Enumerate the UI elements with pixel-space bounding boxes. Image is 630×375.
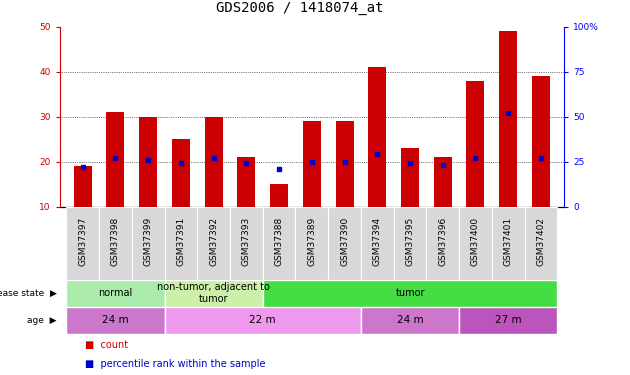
Text: ■  percentile rank within the sample: ■ percentile rank within the sample [85,359,266,369]
Text: tumor: tumor [395,288,425,298]
Bar [394,207,427,280]
Bar [295,207,328,280]
Text: ■  count: ■ count [85,340,128,350]
Bar [532,76,550,207]
Text: GSM37391: GSM37391 [176,217,185,266]
Bar [427,207,459,280]
Text: disease state  ▶: disease state ▶ [0,289,57,298]
Bar [459,307,558,334]
Text: GSM37389: GSM37389 [307,217,316,266]
Text: GSM37399: GSM37399 [144,217,152,266]
Text: 27 m: 27 m [495,315,522,325]
Text: GSM37394: GSM37394 [373,217,382,266]
Text: GSM37390: GSM37390 [340,217,349,266]
Text: GSM37393: GSM37393 [242,217,251,266]
Bar [99,207,132,280]
Text: 22 m: 22 m [249,315,276,325]
Bar [328,207,361,280]
Text: age  ▶: age ▶ [27,316,57,325]
Bar [66,207,99,280]
Bar [139,117,158,207]
Bar [66,280,164,307]
Bar [401,148,419,207]
Bar [361,307,459,334]
Bar [66,307,164,334]
Bar [74,166,92,207]
Text: GSM37397: GSM37397 [78,217,88,266]
Bar [525,207,558,280]
Text: GSM37401: GSM37401 [504,217,513,266]
Text: GSM37395: GSM37395 [406,217,415,266]
Bar [197,207,230,280]
Bar [361,207,394,280]
Text: 24 m: 24 m [102,315,129,325]
Bar [499,31,517,207]
Bar [263,207,295,280]
Bar [270,184,288,207]
Text: normal: normal [98,288,132,298]
Text: GSM37400: GSM37400 [471,217,480,266]
Text: GSM37396: GSM37396 [438,217,447,266]
Text: GSM37388: GSM37388 [275,217,284,266]
Bar [238,157,255,207]
Bar [303,121,321,207]
Bar [434,157,452,207]
Bar [459,207,492,280]
Bar [164,280,263,307]
Text: 24 m: 24 m [397,315,423,325]
Bar [230,207,263,280]
Text: GSM37398: GSM37398 [111,217,120,266]
Bar [466,81,484,207]
Text: GSM37392: GSM37392 [209,217,218,266]
Text: non-tumor, adjacent to
tumor: non-tumor, adjacent to tumor [158,282,270,304]
Bar [132,207,164,280]
Bar [492,207,525,280]
Bar [263,280,558,307]
Bar [205,117,222,207]
Bar [336,121,353,207]
Bar [369,67,386,207]
Bar [164,307,361,334]
Bar [164,207,197,280]
Bar [106,112,125,207]
Text: GSM37402: GSM37402 [536,217,546,266]
Bar [172,139,190,207]
Text: GDS2006 / 1418074_at: GDS2006 / 1418074_at [215,2,383,15]
